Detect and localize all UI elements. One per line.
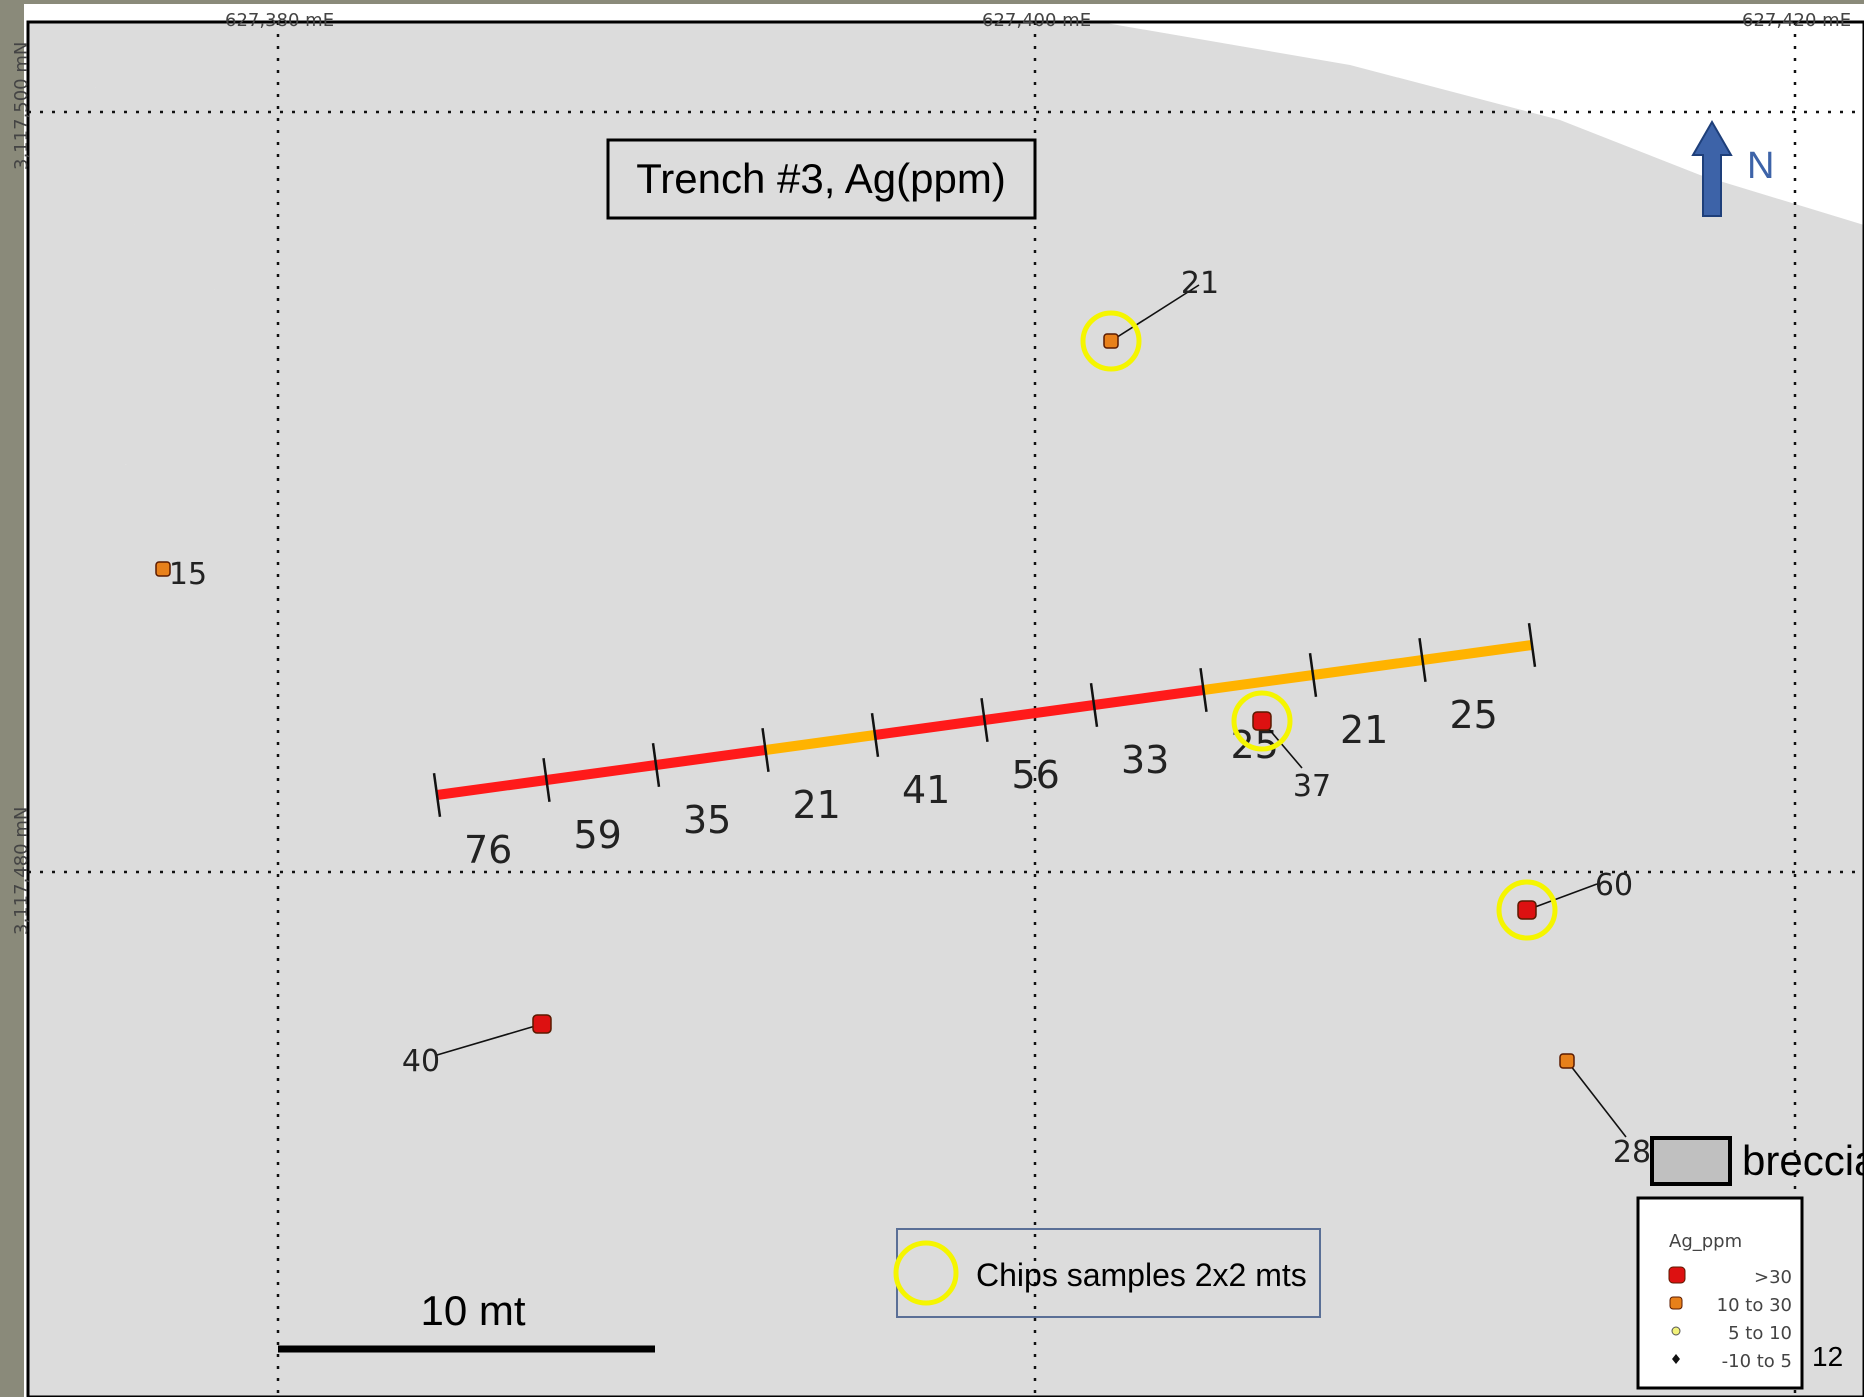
trench-segment: [436, 775, 548, 800]
northing-label-1: 3,117,500 mN: [11, 42, 32, 170]
trench-tick: [542, 758, 551, 802]
sample-marker: [1559, 1053, 1575, 1069]
trench-value-label: 56: [1011, 753, 1059, 797]
breccia-legend: breccia: [1650, 1136, 1864, 1186]
trench-tick: [1199, 668, 1208, 712]
trench-segment: [874, 715, 986, 740]
legend-marker-low: [1671, 1326, 1681, 1336]
trench-segment: [655, 745, 767, 770]
sample-value-label: 37: [1293, 769, 1331, 804]
ag-legend: Ag_ppm >30 10 to 30 5 to 10 -10 to 5: [1636, 1196, 1804, 1390]
breccia-area: [28, 22, 1864, 1397]
chip-sample-ring: [1080, 310, 1142, 372]
legend-marker-mid: [1669, 1296, 1683, 1310]
north-arrow: N: [1691, 119, 1774, 217]
sample-leader-line: [1526, 883, 1598, 911]
trench-segment: [1202, 670, 1314, 695]
chip-sample-ring: [1231, 690, 1293, 752]
map-border: [26, 20, 1864, 1397]
sample-value-label: 60: [1595, 868, 1633, 903]
trench-segment: [545, 760, 657, 785]
legend-marker-high: [1668, 1266, 1686, 1284]
top-border: [0, 0, 1864, 4]
easting-label-2: 627,400 mE: [982, 10, 1091, 31]
trench-value-label: 76: [464, 828, 512, 872]
legend-class-label: 10 to 30: [1717, 1295, 1792, 1316]
chip-ring-icon: [893, 1240, 959, 1306]
legend-class-label: >30: [1754, 1267, 1792, 1288]
trench-tick: [870, 713, 880, 757]
trench-tick: [980, 698, 989, 742]
trench-segment: [1421, 640, 1533, 665]
sample-point: 21: [1080, 266, 1219, 372]
chip-sample-ring: [1496, 879, 1558, 941]
trench-value-label: 21: [792, 783, 840, 827]
sample-points: 21 15 37 60 40 28: [155, 266, 1651, 1170]
ag-legend-title: Ag_ppm: [1669, 1231, 1742, 1252]
trench-tick: [651, 743, 661, 787]
map-title: Trench #3, Ag(ppm): [636, 155, 1006, 202]
trench-segment: [1093, 685, 1205, 710]
sample-marker: [1517, 900, 1537, 920]
sample-marker: [532, 1014, 552, 1034]
easting-label-3: 627,420 mE: [1742, 10, 1851, 31]
legend-marker-min: [1672, 1354, 1680, 1364]
trench: 76 59 35 21 41 56 33 25 21 25: [432, 623, 1537, 872]
trench-segment: [983, 700, 1095, 725]
chip-legend: Chips samples 2x2 mts: [893, 1228, 1321, 1318]
sample-leader-line: [1566, 1060, 1627, 1138]
sample-point: 60: [1496, 868, 1633, 941]
trench-segment: [764, 730, 876, 755]
trench-value-label: 59: [573, 813, 621, 857]
northing-label-2: 3,117,480 mN: [11, 807, 32, 935]
sample-value-label: 28: [1613, 1135, 1651, 1170]
scale-bar: 10 mt: [278, 1287, 655, 1353]
sample-value-label: 21: [1181, 266, 1219, 301]
trench-segment: [1312, 655, 1424, 680]
trench-tick: [761, 728, 770, 772]
scale-bar-label: 10 mt: [420, 1287, 525, 1334]
left-border: [0, 0, 24, 1397]
sample-point: 28: [1559, 1053, 1651, 1170]
trench-value-label: 25: [1449, 693, 1497, 737]
trench-tick: [1527, 623, 1537, 667]
grid: [28, 22, 1864, 1397]
sample-point: 15: [155, 557, 207, 592]
trench-tick: [432, 773, 442, 817]
page-number: 12: [1812, 1341, 1843, 1372]
chip-legend-label: Chips samples 2x2 mts: [976, 1257, 1307, 1293]
sample-leader-line: [436, 1023, 543, 1056]
trench-value-label: 21: [1340, 708, 1388, 752]
trench-value-label: 41: [902, 768, 950, 812]
north-arrow-icon: [1691, 119, 1733, 217]
sample-leader-line: [1110, 284, 1200, 342]
sample-value-label: 15: [169, 557, 207, 592]
north-label: N: [1747, 145, 1774, 187]
trench-value-label: 33: [1121, 738, 1169, 782]
trench-tick: [1089, 683, 1099, 727]
trench-tick: [1308, 653, 1318, 697]
title-box: [606, 138, 1037, 220]
ag-legend-box: [1636, 1196, 1804, 1390]
sample-marker: [1252, 711, 1272, 731]
sample-marker: [155, 561, 171, 577]
ag-legend-items: >30 10 to 30 5 to 10 -10 to 5: [1668, 1266, 1792, 1372]
sample-point: 37: [1231, 690, 1331, 804]
breccia-swatch: [1650, 1136, 1732, 1186]
legend-class-label: 5 to 10: [1728, 1323, 1792, 1344]
trench-value-label: 35: [683, 798, 731, 842]
sample-value-label: 40: [402, 1044, 440, 1079]
trench-tick: [1418, 638, 1427, 682]
sample-point: 40: [402, 1014, 552, 1079]
easting-label-1: 627,380 mE: [225, 10, 334, 31]
legend-class-label: -10 to 5: [1722, 1351, 1792, 1372]
sample-marker: [1103, 333, 1119, 349]
breccia-label: breccia: [1742, 1137, 1864, 1184]
